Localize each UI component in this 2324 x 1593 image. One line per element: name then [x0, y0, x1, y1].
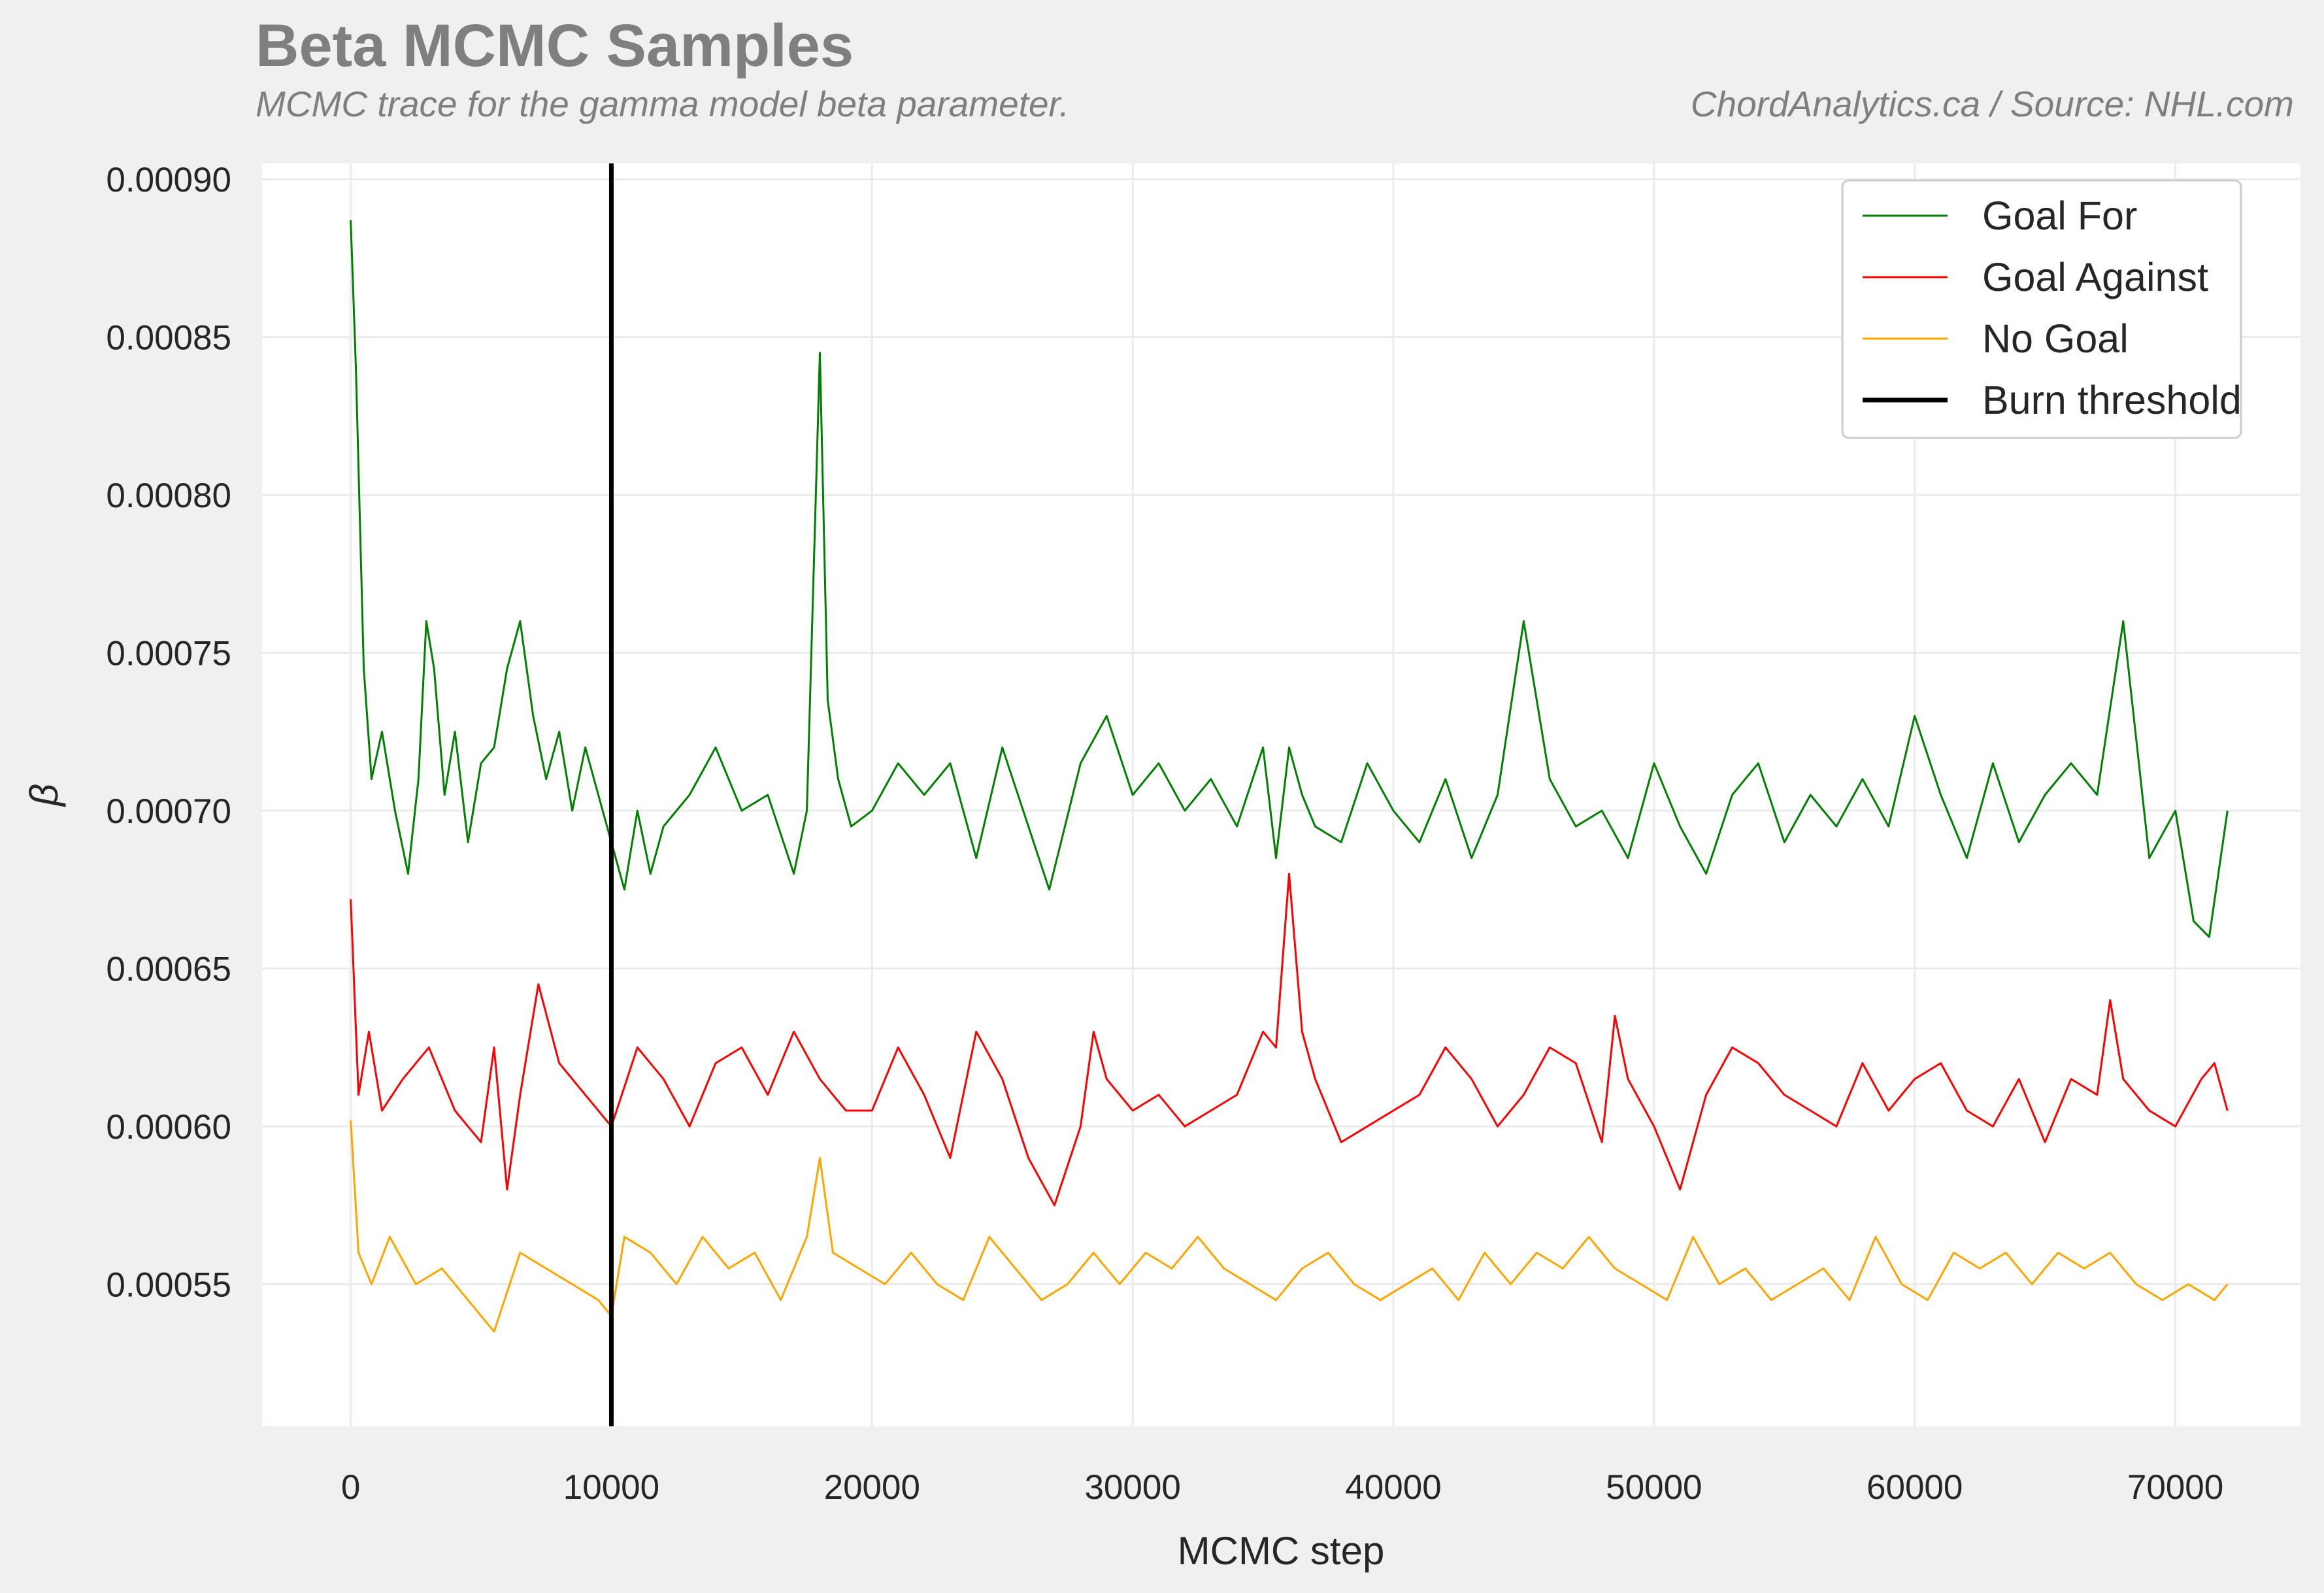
y-tick-label: 0.00080 — [106, 477, 231, 515]
x-tick-label: 10000 — [563, 1468, 659, 1507]
series-line-goal-against — [350, 873, 2229, 1207]
legend-label-goal-for: Goal For — [1982, 193, 2137, 238]
y-tick-label: 0.00060 — [106, 1108, 231, 1147]
y-tick-label: 0.00065 — [106, 950, 231, 989]
chart-subtitle: MCMC trace for the gamma model beta para… — [256, 84, 1069, 124]
y-tick-label: 0.00055 — [106, 1266, 231, 1305]
y-tick-label: 0.00075 — [106, 635, 231, 673]
chart-title: Beta MCMC Samples — [256, 12, 854, 79]
series-line-no-goal — [350, 1120, 2229, 1333]
x-tick-label: 40000 — [1345, 1468, 1441, 1507]
y-tick-label: 0.00070 — [106, 792, 231, 831]
chart-credit: ChordAnalytics.ca / Source: NHL.com — [1691, 84, 2294, 124]
y-tick-label: 0.00085 — [106, 319, 231, 358]
legend-label-burn-threshold: Burn threshold — [1982, 378, 2242, 422]
x-tick-label: 0 — [341, 1468, 360, 1507]
series-line-goal-for — [350, 220, 2229, 938]
x-tick-label: 50000 — [1606, 1468, 1702, 1507]
x-tick-label: 60000 — [1867, 1468, 1963, 1507]
x-tick-label: 30000 — [1084, 1468, 1180, 1507]
series-layer — [350, 220, 2229, 1333]
y-axis-label: β — [22, 784, 66, 807]
y-tick-label: 0.00090 — [106, 161, 231, 199]
x-axis-ticks: 0 10000 20000 30000 40000 50000 60000 70000 — [341, 1468, 2223, 1507]
y-axis-ticks: 0.00055 0.00060 0.00065 0.00070 0.00075 0.000… — [106, 161, 231, 1305]
legend-label-goal-against: Goal Against — [1982, 255, 2208, 299]
x-tick-label: 20000 — [824, 1468, 920, 1507]
x-axis-label: MCMC step — [1178, 1529, 1385, 1573]
legend: Goal For Goal Against No Goal Burn thres… — [1841, 179, 2242, 439]
legend-label-no-goal: No Goal — [1982, 316, 2129, 361]
x-tick-label: 70000 — [2127, 1468, 2223, 1507]
legend-box — [1841, 179, 2242, 439]
